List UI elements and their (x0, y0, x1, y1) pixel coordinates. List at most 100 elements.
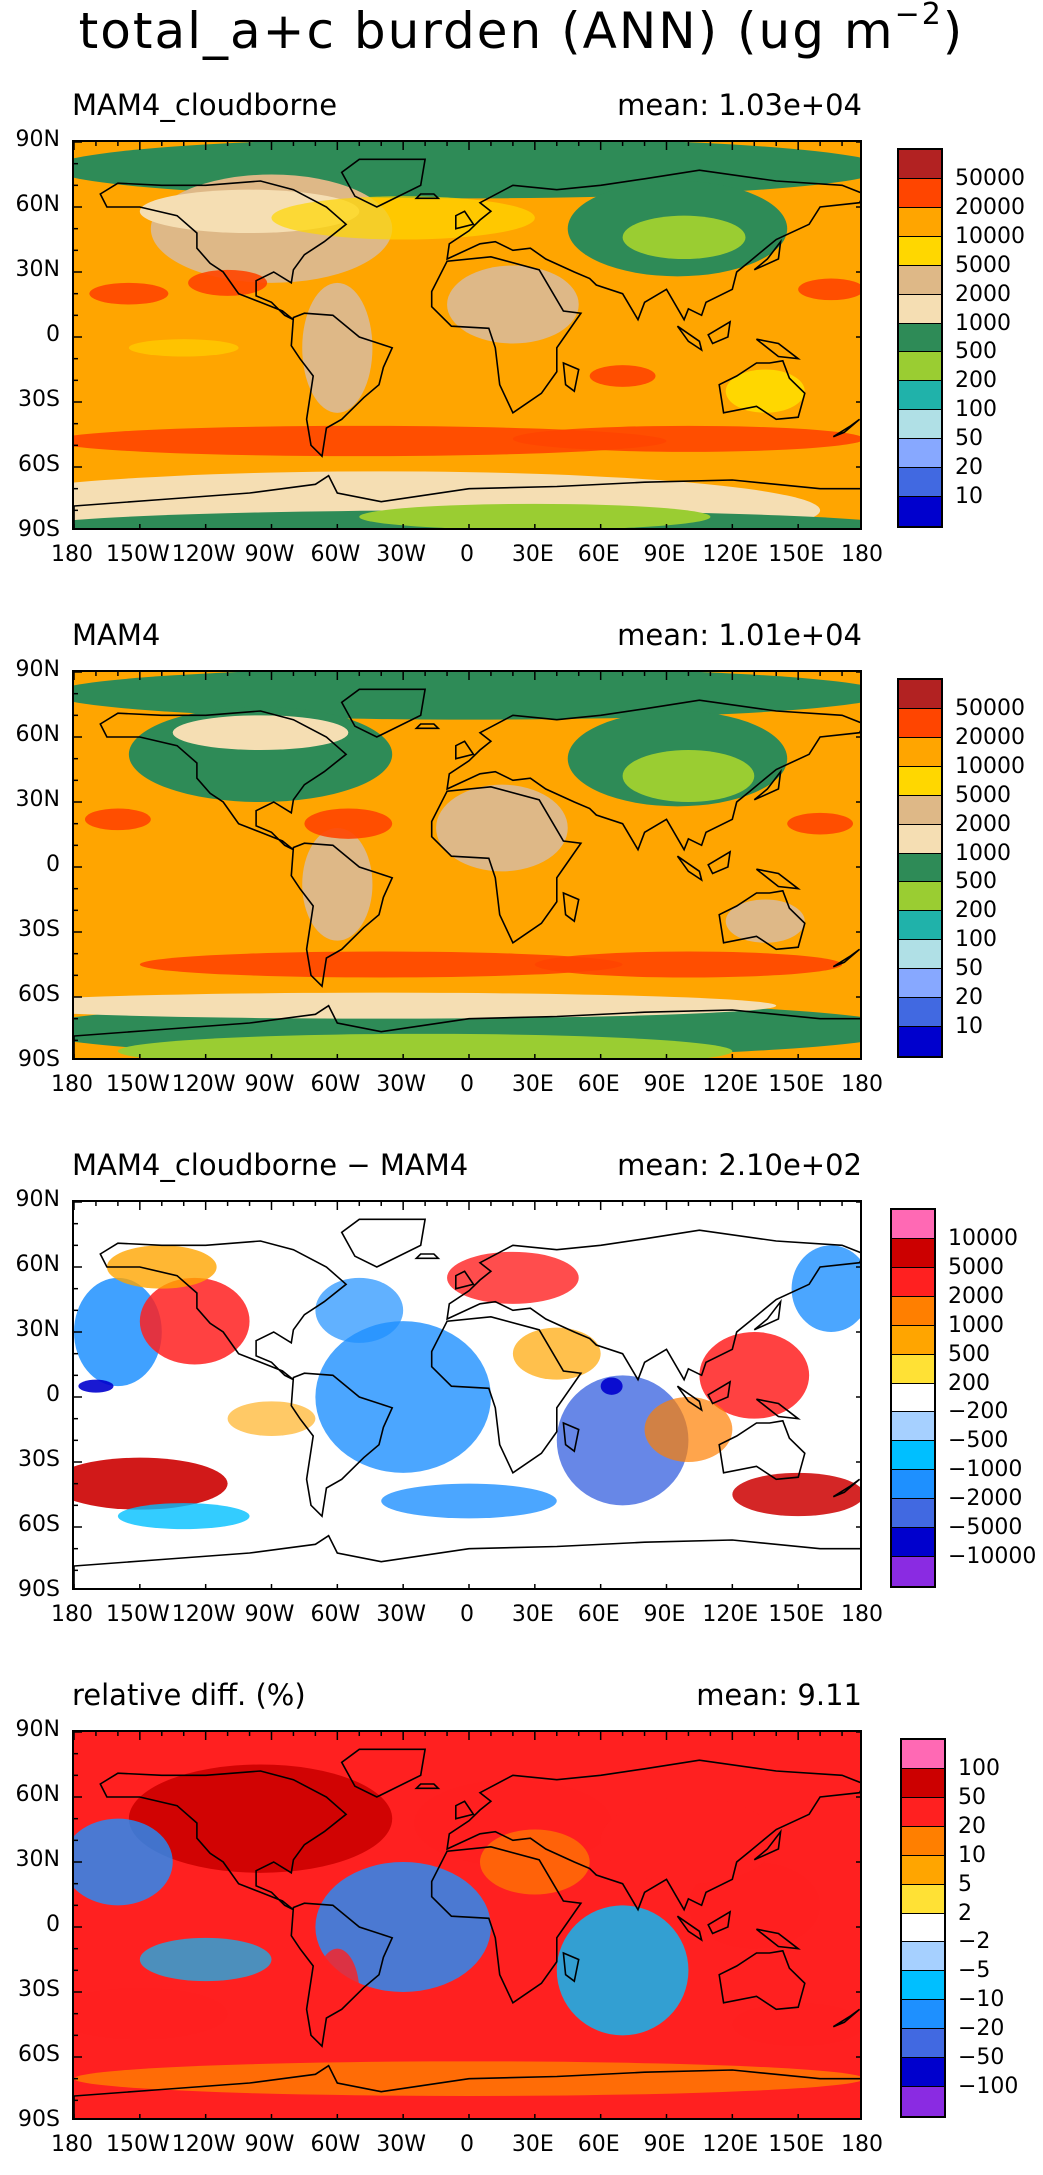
colorbar-label: −2000 (948, 1486, 1023, 1512)
lon-tick-label: 30E (511, 542, 554, 567)
field-contour (787, 812, 854, 835)
lon-tick-label: 180 (841, 1072, 883, 1097)
panel-label: MAM4_cloudborne − MAM4 (72, 1148, 469, 1182)
colorbar-swatch (899, 795, 941, 825)
coastline (832, 418, 860, 438)
figure-title: total_a+c burden (ANN) (ug m−2) (78, 0, 965, 60)
panel-label: MAM4 (72, 618, 161, 652)
coastline (832, 2008, 860, 2028)
panel-label: relative diff. (%) (72, 1678, 306, 1712)
colorbar-label: 50000 (955, 165, 1025, 191)
lon-tick-label: 90E (643, 542, 686, 567)
coastline (718, 1419, 806, 1481)
coastline (707, 850, 732, 875)
coastline (290, 842, 394, 988)
colorbar-label: 20000 (955, 724, 1025, 750)
colorbar-swatch (899, 236, 941, 266)
field-contour (644, 1397, 733, 1462)
coastline (430, 785, 583, 944)
field-contour (139, 1937, 272, 1982)
colorbar-label: 100 (955, 397, 997, 423)
colorbar-label: 10000 (948, 1225, 1018, 1251)
colorbar-swatch (892, 1528, 934, 1558)
field-contour (725, 369, 805, 413)
field-contour (381, 1483, 557, 1519)
coastline (562, 1951, 580, 1983)
field-contour (315, 1862, 491, 1992)
lat-tick-label: 0 (46, 852, 60, 877)
lon-tick-label: 180 (51, 1072, 93, 1097)
lon-tick-label: 150W (105, 2132, 170, 2157)
coastline (414, 1253, 441, 1260)
coastline (756, 1398, 801, 1420)
lon-tick-label: 180 (841, 1602, 883, 1627)
lat-tick-label: 90S (18, 1577, 60, 1602)
colorbar-swatch (899, 940, 941, 970)
colorbar-swatch (899, 265, 941, 295)
coastline (756, 338, 801, 360)
lon-tick-label: 150E (768, 1602, 825, 1627)
lon-tick-label: 150E (768, 2132, 825, 2157)
colorbar-label: −2 (958, 1929, 991, 1955)
colorbar-swatch (892, 1325, 934, 1355)
field-contour (315, 1948, 360, 2036)
coastline (430, 255, 583, 414)
colorbar-swatch (892, 1557, 934, 1586)
colorbar-swatch (899, 680, 941, 709)
coastline (562, 1421, 580, 1453)
colorbar-swatch (892, 1238, 934, 1268)
coastline (707, 1380, 732, 1405)
lon-tick-label: 30W (376, 542, 427, 567)
field-contour (512, 1327, 601, 1380)
colorbar-swatch (892, 1296, 934, 1326)
lat-tick-label: 0 (46, 1382, 60, 1407)
map-plot (72, 1730, 862, 2120)
colorbar-swatch (902, 2087, 944, 2116)
lon-tick-label: 60E (577, 1602, 620, 1627)
coastline (832, 948, 860, 968)
colorbar-swatch (899, 150, 941, 179)
colorbar-swatch (899, 178, 941, 208)
colorbar-label: 2000 (955, 811, 1011, 837)
coastline (74, 1004, 860, 1058)
coastline (99, 710, 348, 851)
colorbar-label: 500 (948, 1341, 990, 1367)
coastline (753, 1828, 782, 1861)
lat-tick-label: 30S (18, 387, 60, 412)
lon-tick-label: 30E (511, 1602, 554, 1627)
lon-tick-label: 180 (51, 1602, 93, 1627)
lon-tick-label: 120W (171, 1602, 236, 1627)
colorbar-swatch (899, 737, 941, 767)
field-contour (172, 715, 349, 750)
lat-tick-label: 60S (18, 1512, 60, 1537)
colorbar-label: −500 (948, 1428, 1009, 1454)
lon-tick-label: 120E (702, 1602, 759, 1627)
coastline (446, 699, 860, 852)
coastline (707, 320, 732, 345)
coastline (340, 158, 427, 208)
colorbar-swatch (899, 410, 941, 440)
coastline (676, 1385, 703, 1412)
lat-tick-label: 0 (46, 322, 60, 347)
lon-tick-label: 30E (511, 2132, 554, 2157)
panel-mean: mean: 1.03e+04 (617, 88, 862, 122)
colorbar-label: −20 (958, 2016, 1005, 2042)
lon-tick-label: 60W (310, 1072, 361, 1097)
lat-tick-label: 60N (15, 192, 60, 217)
lat-tick-label: 90N (15, 127, 60, 152)
colorbar-label: 5000 (948, 1254, 1004, 1280)
field-contour (302, 282, 373, 413)
field-contour (512, 425, 860, 452)
colorbar-label: 5000 (955, 782, 1011, 808)
coastline (74, 1534, 860, 1588)
coastline (340, 1748, 427, 1798)
coastline (718, 889, 806, 951)
colorbar-label: −5000 (948, 1515, 1023, 1541)
field-contour (315, 1277, 404, 1343)
colorbar-swatch (902, 2000, 944, 2030)
colorbar-label: 50 (958, 1784, 986, 1810)
lon-tick-label: 90E (643, 1072, 686, 1097)
field-contour (302, 828, 373, 941)
panel-mean: mean: 9.11 (696, 1678, 862, 1712)
colorbar-label: 1000 (948, 1312, 1004, 1338)
